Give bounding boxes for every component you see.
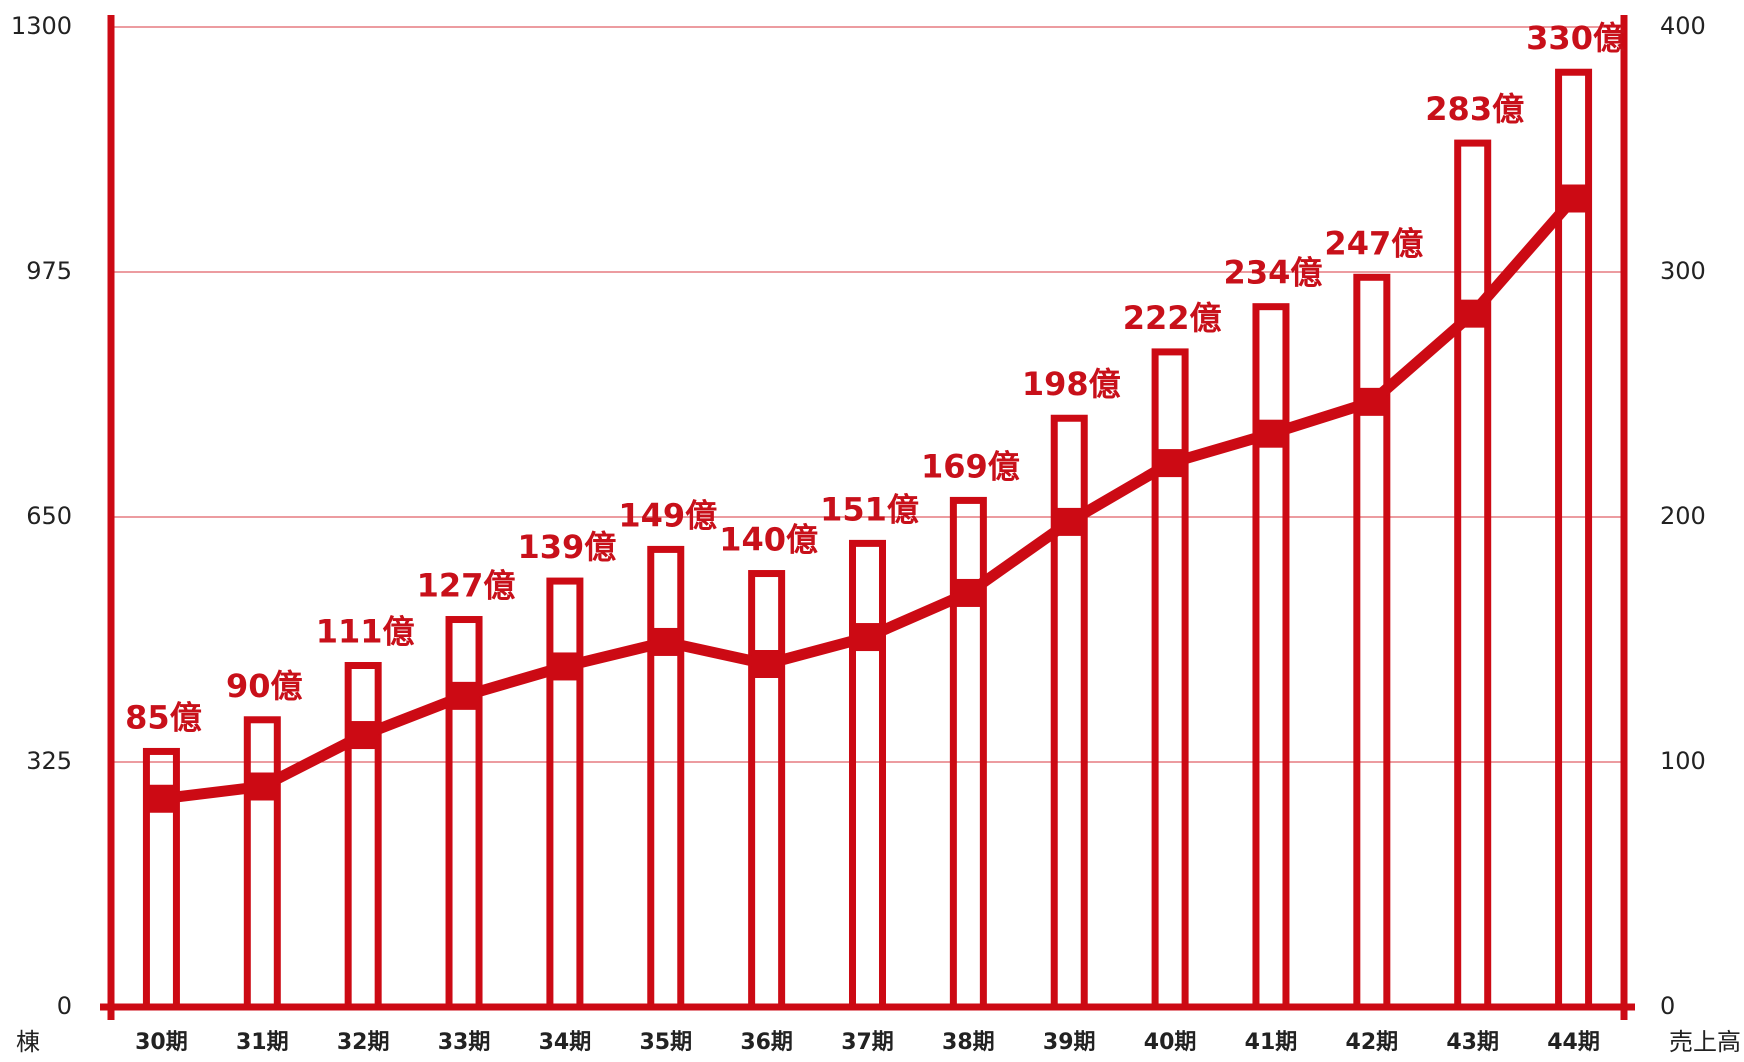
marker <box>449 681 480 710</box>
marker <box>247 772 278 801</box>
marker <box>146 784 177 813</box>
marker <box>1356 387 1387 416</box>
bar <box>1050 414 1088 1011</box>
x-tick-label: 37期 <box>841 1030 894 1055</box>
marker <box>1054 507 1085 536</box>
x-tick-label: 35期 <box>639 1030 692 1055</box>
bar <box>445 616 483 1011</box>
x-tick-label: 31期 <box>236 1030 289 1055</box>
bar <box>344 662 382 1011</box>
x-tick-label: 40期 <box>1144 1030 1197 1055</box>
value-label: 330億 <box>1526 19 1625 57</box>
y2-tick-label: 100 <box>1660 747 1706 775</box>
y2-axis-label: 売上高 <box>1669 1028 1741 1056</box>
x-tick-label: 30期 <box>135 1030 188 1055</box>
marker <box>751 650 782 678</box>
x-tick-label: 34期 <box>539 1030 592 1055</box>
bar <box>748 570 786 1011</box>
y-axis-label: 棟 <box>16 1028 40 1056</box>
value-label: 151億 <box>820 490 919 528</box>
value-label: 283億 <box>1425 90 1524 128</box>
bar <box>1555 68 1593 1011</box>
bar <box>1353 273 1391 1011</box>
value-label: 222億 <box>1123 299 1222 337</box>
marker <box>348 721 379 750</box>
x-tick-label: 38期 <box>942 1030 995 1055</box>
marker <box>650 627 681 656</box>
y2-tick-label: 300 <box>1660 257 1706 285</box>
value-label: 169億 <box>921 447 1020 485</box>
y-tick-label: 650 <box>26 502 72 530</box>
value-label: 140億 <box>719 521 818 559</box>
value-label: 149億 <box>618 496 717 534</box>
bar <box>243 716 281 1011</box>
marker <box>1255 419 1286 448</box>
value-label: 127億 <box>417 567 516 605</box>
y-tick-label: 975 <box>26 257 72 285</box>
y-tick-label: 0 <box>57 992 72 1020</box>
x-tick-label: 41期 <box>1245 1030 1298 1055</box>
x-tick-label: 36期 <box>740 1030 793 1055</box>
y-tick-label: 1300 <box>11 12 72 40</box>
x-tick-label: 39期 <box>1043 1030 1096 1055</box>
y2-tick-label: 0 <box>1660 992 1675 1020</box>
value-label: 234億 <box>1224 254 1323 292</box>
marker <box>852 623 883 652</box>
value-label: 247億 <box>1324 224 1423 262</box>
marker <box>953 578 984 607</box>
marker <box>1155 449 1186 478</box>
y2-tick-label: 400 <box>1660 12 1706 40</box>
bar <box>1454 139 1492 1011</box>
marker <box>1558 184 1589 213</box>
bar <box>849 539 886 1011</box>
bar <box>949 496 987 1011</box>
value-label: 198億 <box>1022 365 1121 403</box>
bar <box>142 747 180 1011</box>
y-tick-label: 325 <box>26 747 72 775</box>
x-tick-label: 42期 <box>1346 1030 1399 1055</box>
value-label: 139億 <box>517 528 616 566</box>
x-tick-label: 44期 <box>1547 1030 1600 1055</box>
value-label: 111億 <box>316 613 415 651</box>
bar <box>1151 348 1189 1011</box>
value-label: 90億 <box>226 667 303 705</box>
x-tick-label: 43期 <box>1446 1030 1499 1055</box>
value-label: 85億 <box>125 698 202 736</box>
x-tick-label: 32期 <box>337 1030 390 1055</box>
y2-tick-label: 200 <box>1660 502 1706 530</box>
bar <box>1252 303 1290 1011</box>
bar <box>647 545 685 1011</box>
x-tick-label: 33期 <box>438 1030 491 1055</box>
marker <box>549 652 580 681</box>
bar <box>546 577 584 1011</box>
marker <box>1457 299 1488 328</box>
